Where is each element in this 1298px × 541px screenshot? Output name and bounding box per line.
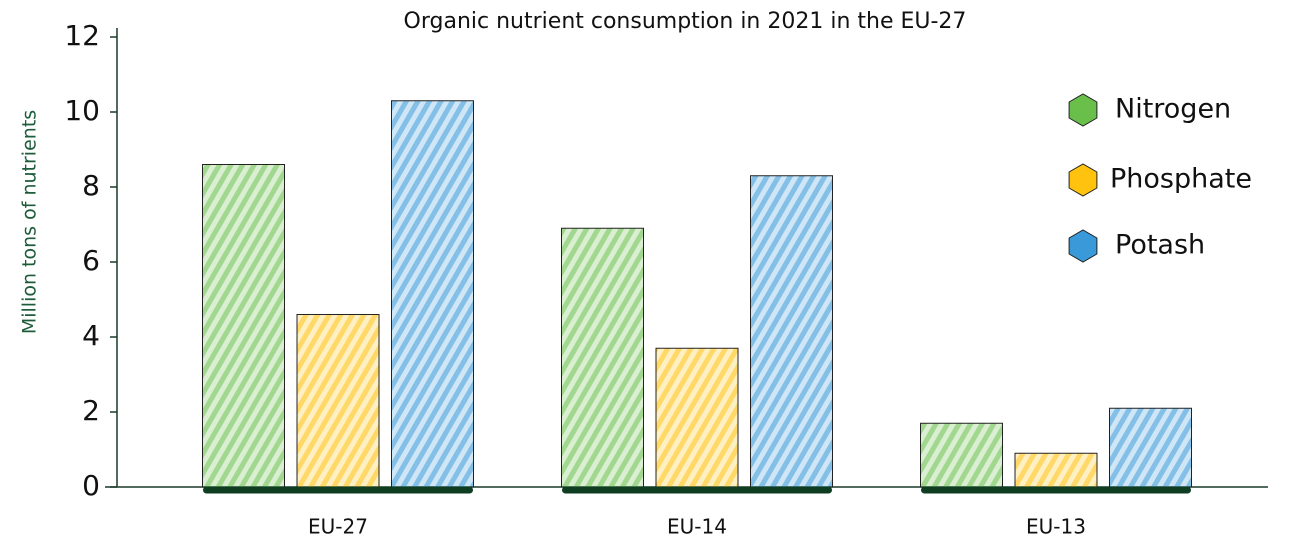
legend-swatch: [1068, 93, 1098, 127]
y-tick-label: 8: [82, 169, 100, 202]
y-tick-label: 10: [64, 94, 100, 127]
x-tick-label: EU-27: [308, 515, 368, 539]
chart-title: Organic nutrient consumption in 2021 in …: [404, 9, 967, 34]
y-tick-label: 4: [82, 319, 100, 352]
x-tick-label: EU-13: [1026, 515, 1086, 539]
bar: [1014, 452, 1098, 488]
bar: [655, 347, 739, 488]
x-tick-label: EU-14: [667, 515, 727, 539]
bar: [1109, 407, 1192, 488]
legend-label: Potash: [1115, 230, 1205, 261]
y-tick-label: 2: [82, 394, 100, 427]
bar: [296, 314, 380, 488]
y-tick-label: 6: [82, 244, 100, 277]
bar: [391, 100, 474, 488]
legend-swatch: [1068, 163, 1098, 197]
y-tick-label: 12: [64, 19, 100, 52]
bar: [750, 175, 833, 488]
y-axis-label: Million tons of nutrients: [19, 110, 41, 334]
y-tick-label: 0: [82, 469, 100, 502]
bar: [561, 227, 644, 488]
legend-swatch: [1068, 229, 1098, 263]
legend-label: Phosphate: [1110, 164, 1252, 195]
legend-label: Nitrogen: [1115, 94, 1231, 125]
bar: [920, 422, 1003, 488]
bar: [202, 164, 285, 488]
